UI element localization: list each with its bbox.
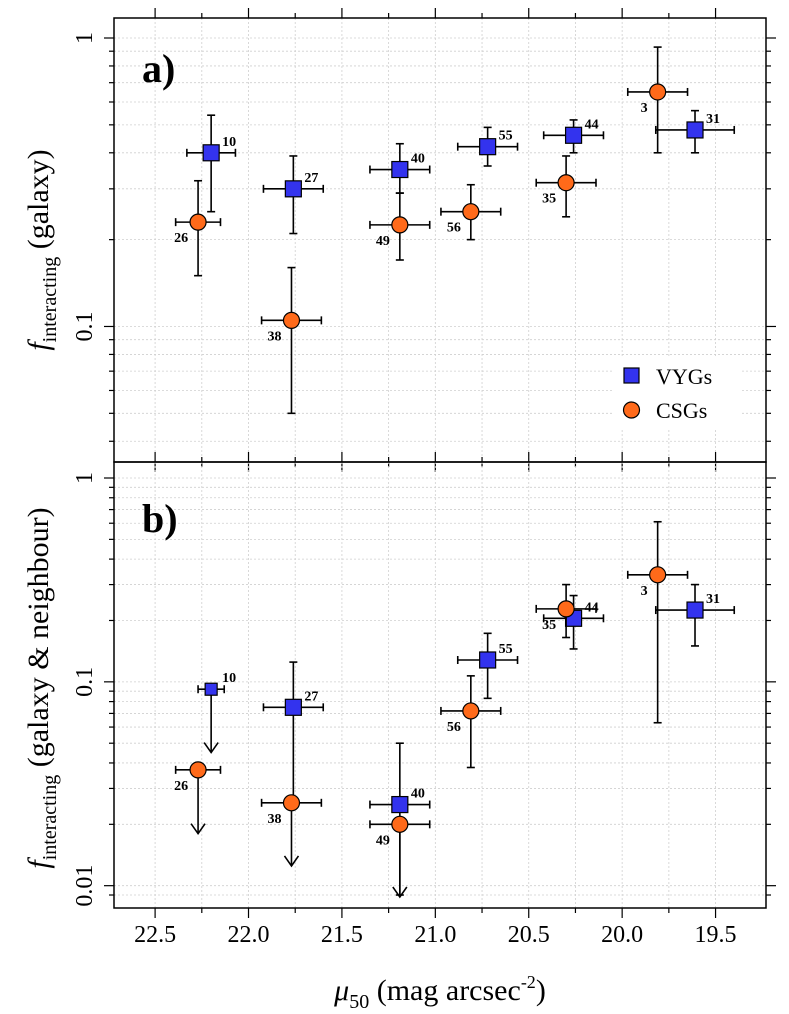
vyg-point bbox=[204, 682, 218, 696]
upper-limit-arrow bbox=[392, 886, 408, 899]
x-tick-label: 21.5 bbox=[321, 922, 363, 948]
csg-point bbox=[391, 815, 409, 833]
csg-point bbox=[557, 174, 575, 192]
csg-point bbox=[282, 794, 301, 812]
x-tick-label: 22.5 bbox=[134, 922, 176, 948]
vyg-point bbox=[564, 126, 583, 144]
panel-a-ylabel: finteracting (galaxy) bbox=[22, 149, 61, 350]
vyg-point-label: 40 bbox=[411, 152, 425, 167]
panel-b-ytick-label: 0.01 bbox=[72, 865, 98, 907]
vyg-point bbox=[686, 121, 704, 139]
legend: VYGs CSGs bbox=[612, 357, 742, 429]
vyg-point-label: 44 bbox=[585, 600, 599, 615]
vyg-point-label: 27 bbox=[304, 689, 318, 704]
panel-b-frame bbox=[113, 461, 767, 909]
x-tick-label: 20.5 bbox=[508, 922, 550, 948]
legend-csgs-label: CSGs bbox=[656, 398, 707, 423]
csg-point bbox=[462, 702, 480, 720]
vyg-point-label: 55 bbox=[499, 129, 513, 144]
vyg-point bbox=[391, 160, 409, 179]
x-axis-title: μ50 (mag arcsec-2) bbox=[333, 972, 546, 1013]
vyg-point-label: 10 bbox=[222, 135, 236, 150]
panel-b-label: b) bbox=[142, 496, 178, 541]
csg-point bbox=[649, 83, 667, 101]
vyg-point-label: 27 bbox=[304, 171, 318, 186]
vyg-point bbox=[284, 698, 302, 716]
csg-point-label: 49 bbox=[376, 234, 390, 249]
vyg-point-label: 40 bbox=[411, 787, 425, 802]
panel-a-ytick-label: 0.1 bbox=[72, 311, 98, 341]
csg-point-label: 3 bbox=[641, 101, 648, 116]
csg-point-label: 35 bbox=[542, 192, 556, 207]
vyg-point bbox=[391, 795, 409, 814]
vyg-point-label: 55 bbox=[499, 642, 513, 657]
upper-limit-arrow bbox=[283, 855, 300, 868]
vyg-point bbox=[479, 138, 497, 156]
csg-point-label: 49 bbox=[376, 833, 390, 848]
vyg-point bbox=[479, 651, 497, 669]
x-tick-label: 19.5 bbox=[695, 922, 737, 948]
csg-point bbox=[189, 213, 207, 231]
legend-csgs-marker bbox=[622, 401, 641, 419]
panel-b: 0.01 0.1 1 22.5 22.0 21.5 21.0 20.5 20.0 19.5 10 27… bbox=[72, 452, 776, 948]
vyg-point-label: 31 bbox=[706, 592, 720, 607]
vyg-point bbox=[202, 144, 220, 162]
csg-point-label: 35 bbox=[542, 618, 556, 633]
panel-a: 0.1 1 10 27 40 55 44 31 26 38 49 56 35 3 bbox=[72, 8, 776, 472]
x-tick-label: 20.0 bbox=[601, 922, 643, 948]
upper-limit-arrow bbox=[203, 742, 219, 754]
legend-vygs-label: VYGs bbox=[656, 364, 712, 389]
panel-a-ytick-label: 1 bbox=[72, 32, 98, 44]
csg-point bbox=[282, 311, 301, 329]
csg-point bbox=[649, 566, 667, 584]
csg-point-label: 26 bbox=[174, 231, 188, 246]
panel-b-ylabel: finteracting (galaxy & neighbour) bbox=[22, 507, 61, 868]
csg-point bbox=[391, 216, 409, 234]
csg-point-label: 56 bbox=[447, 720, 461, 735]
x-tick-label: 21.0 bbox=[414, 922, 456, 948]
panel-b-ytick-label: 0.1 bbox=[72, 667, 98, 697]
csg-point-label: 38 bbox=[267, 329, 281, 344]
vyg-point-label: 44 bbox=[585, 117, 599, 132]
csg-point-label: 56 bbox=[447, 221, 461, 236]
vyg-point-label: 10 bbox=[222, 671, 236, 686]
csg-point bbox=[462, 203, 480, 221]
vyg-point bbox=[686, 601, 704, 619]
vyg-point-label: 31 bbox=[706, 112, 720, 127]
csg-point bbox=[557, 600, 575, 618]
csg-point-label: 38 bbox=[267, 812, 281, 827]
panel-b-ytick-label: 1 bbox=[72, 472, 98, 484]
legend-vygs-marker bbox=[623, 367, 640, 384]
csg-point-label: 26 bbox=[174, 779, 188, 794]
csg-point-label: 3 bbox=[641, 584, 648, 599]
upper-limit-arrow bbox=[190, 823, 206, 836]
vyg-point bbox=[284, 180, 302, 198]
csg-point bbox=[189, 761, 207, 779]
x-tick-label: 22.0 bbox=[228, 922, 270, 948]
panel-a-label: a) bbox=[142, 46, 175, 91]
